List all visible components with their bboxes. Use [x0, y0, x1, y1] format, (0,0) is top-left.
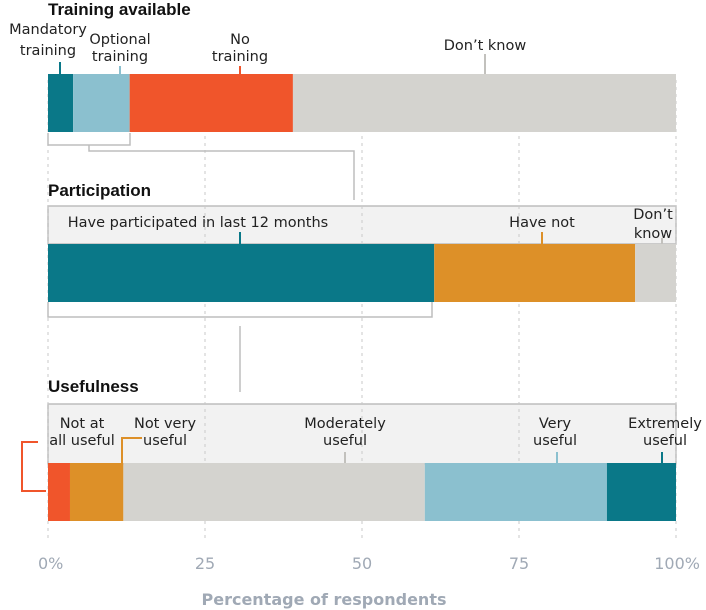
bar-usefulness-very-useful [424, 463, 607, 521]
label-participation-have-not: Have not [509, 215, 575, 231]
leader-not-very-useful [121, 437, 142, 463]
label-training-available-optional-training: Optional training [89, 32, 150, 65]
label-usefulness-not-very-useful: Not very useful [134, 416, 196, 449]
bar-training-available-mandatory-training [48, 74, 74, 132]
bar-participation-don-t-know [635, 244, 676, 302]
label-training-available-don-t-know: Don’t know [444, 38, 527, 54]
x-tick-label-100: 100% [654, 554, 700, 573]
participation-panel-box [47, 205, 677, 245]
bar-usefulness-not-very-useful [69, 463, 124, 521]
bar-usefulness-not-at-all-useful [48, 463, 70, 521]
bar-usefulness-moderately-useful [123, 463, 425, 521]
bar-training-available-don-t-know [292, 74, 676, 132]
bars [48, 74, 676, 521]
x-tick-label-25: 25 [195, 554, 215, 573]
training-to-participation-connector [47, 133, 355, 200]
x-tick-label-75: 75 [509, 554, 529, 573]
bar-training-available-optional-training [73, 74, 130, 132]
label-usefulness-moderately-useful: Moderately useful [304, 416, 386, 449]
label-training-available-no-training: No training [212, 32, 268, 65]
x-axis-ticks: 0% 25 50 75 100% [38, 554, 700, 573]
label-participation-have-participated-in-last-12-months: Have participated in last 12 months [68, 215, 328, 231]
participation-title: Participation [48, 181, 151, 200]
bar-usefulness-extremely-useful [606, 463, 676, 521]
not-at-all-useful-marker [21, 441, 46, 492]
label-training-available-mandatory-training: Mandatory training [9, 22, 87, 59]
usefulness-title: Usefulness [48, 377, 139, 396]
x-axis-title: Percentage of respondents [201, 590, 446, 609]
participation-to-usefulness-connector [47, 302, 433, 392]
usefulness-panel-box [47, 403, 677, 465]
label-usefulness-extremely-useful: Extremely useful [628, 416, 702, 449]
bar-participation-have-participated-in-last-12-months [48, 244, 435, 302]
bar-participation-have-not [434, 244, 636, 302]
x-tick-label-0: 0% [38, 554, 63, 573]
x-tick-label-50: 50 [352, 554, 372, 573]
label-usefulness-very-useful: Very useful [533, 416, 577, 449]
bar-training-available-no-training [129, 74, 293, 132]
label-usefulness-not-at-all-useful: Not at all useful [49, 416, 115, 449]
training-available-title: Training available [48, 0, 191, 19]
